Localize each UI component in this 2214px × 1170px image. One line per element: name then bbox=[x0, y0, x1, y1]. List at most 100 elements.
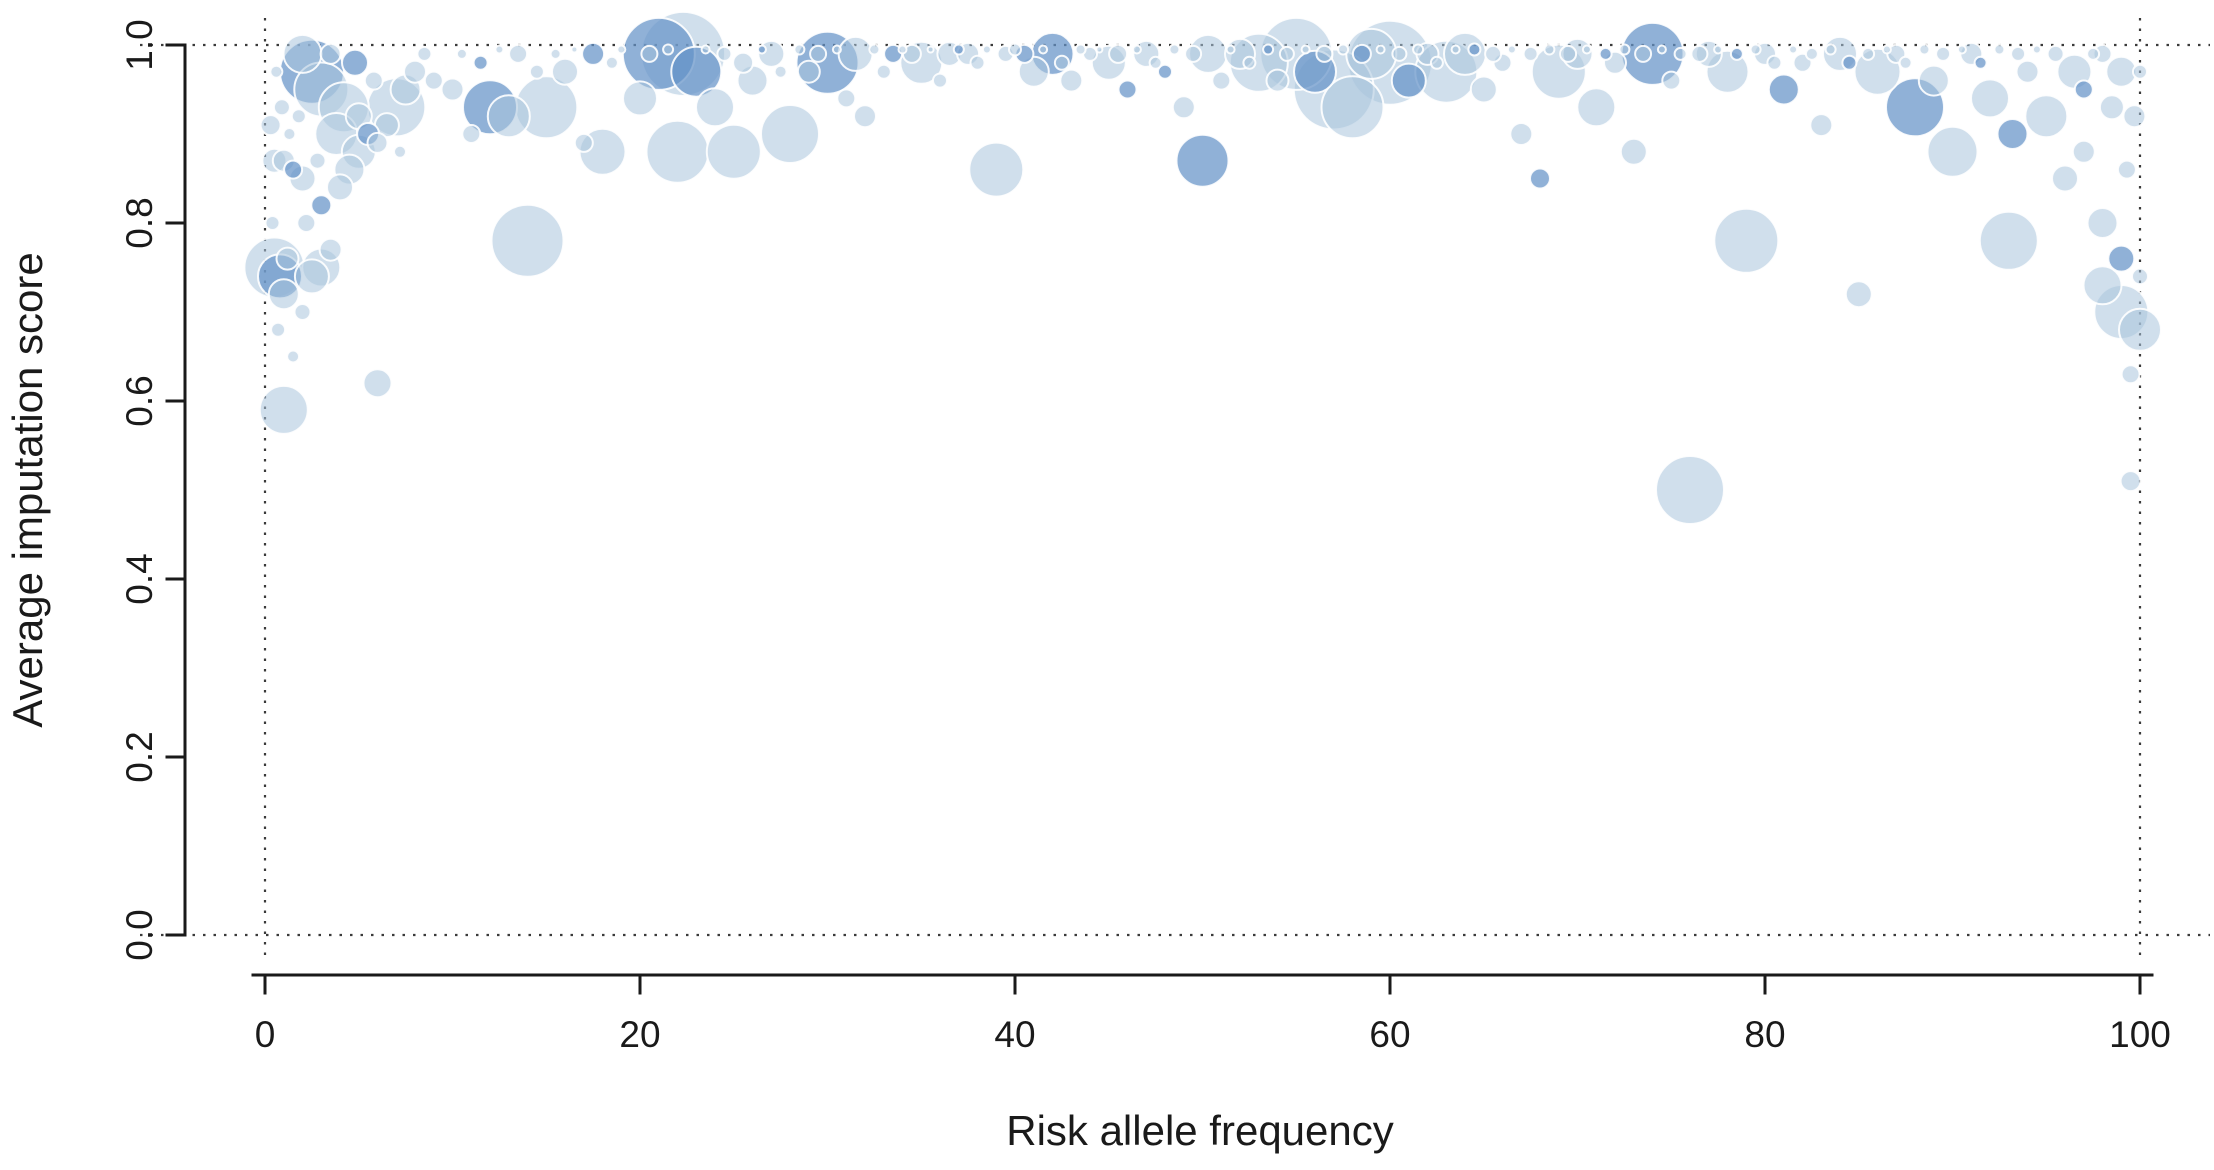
bubble bbox=[1278, 45, 1295, 62]
bubble bbox=[868, 43, 881, 56]
bubble bbox=[1861, 46, 1876, 61]
bubble bbox=[1935, 45, 1952, 62]
dotted-guide-lines bbox=[140, 18, 2210, 957]
bubble bbox=[1581, 44, 1592, 55]
y-axis-title: Average imputation score bbox=[4, 252, 51, 728]
bubble bbox=[275, 246, 300, 271]
bubble bbox=[269, 64, 284, 79]
bubble bbox=[1059, 68, 1084, 93]
bubble bbox=[293, 258, 330, 295]
bubble bbox=[2119, 470, 2142, 493]
bubble bbox=[1918, 43, 1931, 56]
bubble bbox=[700, 44, 711, 55]
bubble bbox=[1713, 207, 1780, 274]
bubble bbox=[2116, 159, 2137, 180]
bubble bbox=[1926, 125, 1979, 178]
bubble bbox=[2118, 307, 2162, 352]
bubble bbox=[581, 41, 606, 66]
bubble bbox=[760, 104, 820, 164]
bubble bbox=[2071, 139, 2096, 164]
bubble bbox=[461, 124, 482, 144]
bubble bbox=[1970, 78, 2010, 119]
bubble bbox=[2024, 94, 2069, 139]
bubble bbox=[2015, 59, 2040, 84]
bubble bbox=[1767, 73, 1800, 106]
bubble bbox=[1315, 44, 1334, 63]
bubble bbox=[551, 57, 579, 86]
bubble bbox=[341, 48, 369, 77]
bubble bbox=[2031, 44, 2042, 55]
bubble bbox=[1337, 43, 1350, 56]
bubble bbox=[1576, 87, 1617, 128]
y-tick-label: 1.0 bbox=[119, 19, 160, 70]
bubble bbox=[670, 45, 723, 98]
bubble bbox=[836, 88, 857, 109]
bubble bbox=[1690, 44, 1709, 63]
bubble bbox=[1053, 54, 1070, 71]
bubble bbox=[932, 72, 948, 89]
bubble bbox=[926, 45, 935, 54]
bubble bbox=[272, 98, 291, 117]
bubble bbox=[952, 43, 965, 56]
bubble bbox=[1469, 75, 1498, 104]
bubble bbox=[2010, 45, 2027, 62]
bubble bbox=[2132, 63, 2148, 80]
bubble bbox=[570, 45, 579, 54]
bubble bbox=[968, 141, 1025, 198]
bubble bbox=[1157, 63, 1173, 80]
bubble bbox=[1509, 122, 1534, 146]
tick-layer: 0.0 0.2 0.4 0.6 0.8 1.0 0 20 40 60 80 100 bbox=[119, 19, 2171, 1055]
bubble bbox=[645, 119, 710, 184]
x-tick-label: 100 bbox=[2109, 1014, 2171, 1055]
bubble bbox=[1749, 43, 1762, 56]
bubble bbox=[508, 43, 529, 64]
bubble bbox=[1898, 55, 1913, 70]
bubble bbox=[662, 43, 675, 56]
bubble bbox=[796, 59, 821, 84]
bubble bbox=[2086, 207, 2119, 239]
y-tick-label: 0.0 bbox=[119, 909, 160, 960]
bubble bbox=[267, 278, 300, 311]
bubble bbox=[1978, 210, 2039, 271]
bubble bbox=[318, 237, 343, 262]
bubble bbox=[2082, 265, 2123, 306]
y-tick-label: 0.2 bbox=[119, 731, 160, 782]
bubble bbox=[2131, 267, 2149, 286]
bubble bbox=[283, 159, 304, 180]
bubble bbox=[622, 80, 658, 117]
bubble bbox=[1656, 44, 1667, 55]
y-tick-label: 0.6 bbox=[119, 375, 160, 426]
bubble bbox=[616, 44, 627, 55]
bubble bbox=[1766, 54, 1783, 71]
bubble bbox=[2105, 55, 2138, 88]
bubble bbox=[1917, 64, 1950, 97]
bubble bbox=[1375, 44, 1386, 55]
x-tick-label: 80 bbox=[1744, 1014, 1785, 1055]
bubble bbox=[1300, 44, 1311, 55]
bubble bbox=[1634, 44, 1653, 63]
bubble bbox=[290, 108, 307, 125]
bubble bbox=[1788, 44, 1799, 55]
bubble bbox=[366, 131, 389, 154]
bubble bbox=[1265, 68, 1290, 93]
bubble bbox=[258, 384, 309, 435]
bubble bbox=[1108, 43, 1129, 64]
bubble bbox=[2122, 104, 2147, 129]
bubble bbox=[716, 45, 733, 62]
bubble bbox=[486, 94, 531, 139]
bubble bbox=[1522, 45, 1539, 62]
bubble bbox=[1655, 455, 1725, 525]
x-tick-label: 0 bbox=[255, 1014, 276, 1055]
bubble bbox=[362, 368, 393, 399]
bubble bbox=[1881, 44, 1892, 55]
bubble bbox=[831, 44, 842, 55]
bubble bbox=[837, 35, 874, 72]
y-tick-label: 0.4 bbox=[119, 553, 160, 604]
bubble bbox=[363, 70, 384, 91]
bubble bbox=[981, 44, 992, 55]
bubble bbox=[296, 213, 317, 233]
bubble bbox=[1320, 75, 1385, 140]
bubble bbox=[1184, 44, 1203, 63]
bubble bbox=[793, 43, 806, 56]
